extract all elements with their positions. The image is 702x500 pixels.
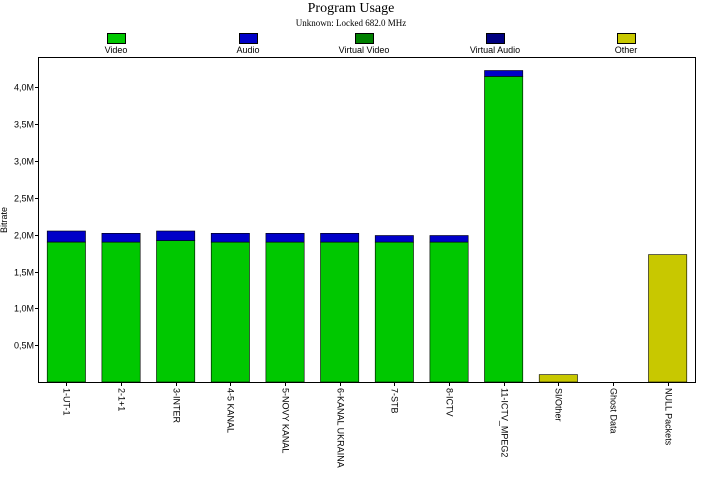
bar-segment — [156, 230, 196, 241]
bar-segment — [210, 233, 250, 243]
bar-segment — [320, 241, 360, 383]
bar-segment — [210, 241, 250, 383]
x-tick-label: 2-1+1 — [117, 388, 127, 411]
labels-layer: 0,5M 1,0M 1,5M 2,0M 2,5M 3,0M 3,5M 4,0M Bitrate 1… — [0, 83, 674, 468]
legend-swatch-audio — [238, 33, 258, 44]
y-tick-label: 2,5M — [14, 194, 34, 204]
y-tick-label: 1,0M — [14, 304, 34, 314]
legend-label-other: Other — [614, 45, 638, 55]
legend-label-audio: Audio — [236, 45, 260, 55]
y-tick-label: 3,0M — [14, 157, 34, 167]
x-tick-label: SI/Other — [554, 388, 564, 422]
bar-segment — [484, 70, 524, 77]
legend-label-video: Video — [104, 45, 128, 55]
y-axis-label: Bitrate — [0, 207, 9, 233]
x-tick-label: Ghost Data — [609, 388, 619, 434]
legend-item-virtual-audio: Virtual Audio — [435, 33, 555, 55]
legend-swatch-video — [106, 33, 126, 44]
bar-segment — [320, 233, 360, 243]
bar-segment — [101, 241, 141, 383]
chart-title: Program Usage — [307, 1, 395, 16]
legend-label-virtual-audio: Virtual Audio — [469, 45, 521, 55]
x-tick-label: 7-STB — [390, 388, 400, 414]
legend-item-other: Other — [566, 33, 686, 55]
bar-segment — [429, 241, 469, 383]
bar-segment — [46, 241, 86, 383]
x-tick-label: 3-INTER — [172, 388, 182, 424]
plot-frame — [38, 57, 696, 383]
legend-item-video: Video — [56, 33, 176, 55]
bars-layer — [46, 70, 688, 383]
legend-swatch-virtual-video — [354, 33, 374, 44]
x-tick-label: 8-ICTV — [445, 388, 455, 417]
bar-segment — [538, 374, 578, 383]
legend-label-virtual-video: Virtual Video — [338, 45, 390, 55]
y-tick-label: 3,5M — [14, 120, 34, 130]
y-tick-label: 0,5M — [14, 341, 34, 351]
bar-segment — [484, 76, 524, 383]
bar-segment — [101, 233, 141, 243]
y-tick-label: 2,0M — [14, 231, 34, 241]
y-tick-label: 1,5M — [14, 268, 34, 278]
x-tick-label: 6-KANAL UKRAINA — [336, 388, 346, 468]
bar-segment — [265, 233, 305, 243]
bar-segment — [429, 235, 469, 243]
bar-segment — [156, 240, 196, 383]
legend-item-audio: Audio — [188, 33, 308, 55]
bar-segment — [46, 230, 86, 243]
legend-swatch-other — [616, 33, 636, 44]
y-tick-label: 4,0M — [14, 83, 34, 93]
legend-swatch-virtual-audio — [485, 33, 505, 44]
x-tick-label: 11-ICTV_MPEG2 — [500, 388, 510, 457]
legend-item-virtual-video: Virtual Video — [304, 33, 424, 55]
x-tick-label: NULL Packets — [664, 388, 674, 446]
legend: Video Audio Virtual Video Virtual Audio … — [0, 33, 702, 55]
bar-segment — [374, 241, 414, 383]
x-tick-label: 4-5 KANAL — [226, 388, 236, 433]
chart-subtitle: Unknown: Locked 682.0 MHz — [295, 18, 407, 28]
bar-segment — [648, 254, 688, 383]
bar-segment — [265, 241, 305, 383]
x-tick-label: 5-NOVY KANAL — [281, 388, 291, 453]
bar-segment — [374, 235, 414, 243]
x-tick-label: 1-UT-1 — [62, 388, 72, 416]
